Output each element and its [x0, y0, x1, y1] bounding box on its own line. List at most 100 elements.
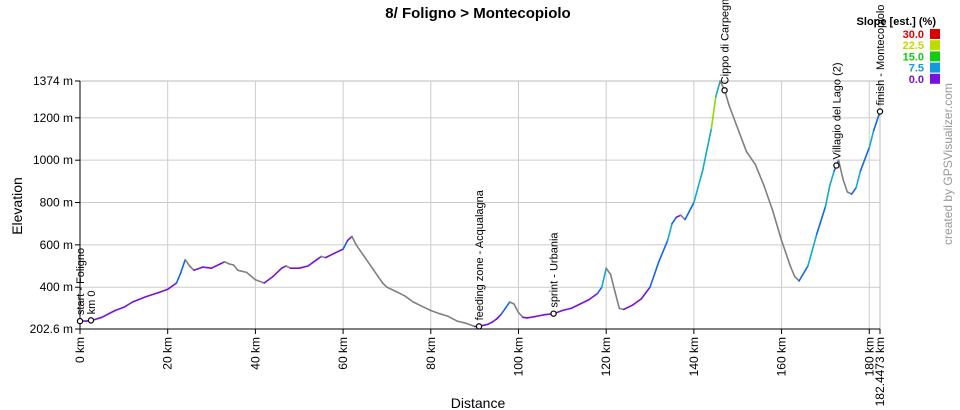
elevation-segment [438, 312, 450, 318]
elevation-segment [254, 278, 266, 284]
slope-legend-value: 30.0 [903, 29, 924, 41]
x-tick-label: 182.4473 km [873, 337, 887, 406]
y-tick-label: 1000 m [33, 153, 73, 167]
slope-legend-swatch [930, 73, 940, 84]
elevation-segment [693, 170, 704, 204]
waypoint-label: start - Foligno [75, 248, 87, 315]
elevation-segment [421, 305, 432, 312]
elevation-segment [850, 186, 857, 195]
elevation-segment [570, 303, 581, 310]
waypoint-marker [550, 310, 557, 317]
elevation-segment [486, 321, 494, 326]
elevation-segment [789, 265, 796, 278]
slope-legend: Slope [est.] (%) 30.022.515.07.50.0 [857, 16, 940, 86]
x-tick-label: 160 km [775, 337, 789, 376]
elevation-segment [872, 110, 881, 132]
elevation-segment [298, 265, 309, 270]
elevation-segment [123, 301, 134, 309]
axes: 202.6 m 400 m 600 m 800 m 1000 m 1200 m 1374 m… [30, 74, 887, 406]
x-tick-label: 0 km [73, 337, 87, 363]
slope-legend-title: Slope [est.] (%) [857, 16, 937, 28]
elevation-segment [824, 184, 831, 208]
elevation-segment [745, 150, 757, 166]
elevation-segment [491, 318, 498, 323]
slope-legend-swatch [930, 40, 940, 51]
x-axis-title: Distance [451, 395, 506, 410]
slope-legend-swatch [930, 62, 940, 73]
elevation-segment [666, 222, 673, 242]
elevation-segment [355, 244, 366, 259]
elevation-segment [609, 273, 616, 293]
x-tick-label: 20 km [161, 337, 175, 370]
waypoint-label: Cippo di Carpegna [720, 0, 732, 84]
elevation-segment [798, 265, 809, 282]
elevation-segment [394, 290, 406, 297]
elevation-segment [771, 210, 783, 242]
elevation-segment [193, 266, 204, 272]
elevation-segment [508, 301, 515, 305]
elevation-segment [180, 258, 186, 274]
elevation-segment [346, 235, 353, 242]
elevation-segment [842, 178, 849, 193]
slope-legend-swatch [930, 29, 940, 39]
elevation-segment [145, 291, 160, 298]
elevation-segment [272, 267, 283, 278]
slope-legend-value: 22.5 [903, 40, 924, 52]
elevation-segment [657, 239, 669, 263]
elevation-segment [513, 303, 520, 314]
elevation-segment [364, 256, 375, 272]
x-tick-label: 40 km [248, 337, 262, 370]
waypoint-marker [876, 108, 884, 115]
elevation-segment [456, 320, 467, 325]
elevation-segment [342, 239, 349, 250]
x-tick-label: 140 km [687, 337, 701, 376]
elevation-segment [210, 263, 222, 270]
elevation-segment [614, 290, 621, 310]
waypoint-marker [76, 317, 84, 325]
elevation-segment [372, 269, 384, 284]
elevation-segment [846, 191, 853, 195]
elevation-segment [701, 127, 713, 172]
elevation-segment [333, 248, 344, 255]
elevation-segment [631, 298, 643, 307]
elevation-segment [579, 299, 590, 305]
elevation-segment [175, 271, 182, 284]
x-tick-label: 120 km [599, 337, 613, 376]
y-tick-label: 600 m [40, 238, 73, 252]
elevation-segment [671, 216, 678, 225]
elevation-segment [237, 269, 248, 274]
y-tick-label: 1200 m [33, 111, 73, 125]
elevation-segment [736, 127, 748, 153]
elevation-segment [561, 307, 572, 312]
waypoint-label: km 0 [86, 291, 98, 315]
x-tick-label: 100 km [511, 337, 525, 376]
elevation-segment [526, 315, 537, 319]
elevation-segment [868, 129, 875, 149]
waypoint-label: sprint - Urbania [549, 232, 561, 308]
elevation-segment [285, 265, 292, 270]
waypoint-label: feeding zone - Acqualagna [474, 189, 486, 320]
x-tick-label: 180 km [862, 337, 876, 376]
elevation-segment [807, 233, 818, 267]
elevation-segment [386, 286, 397, 293]
elevation-segment [596, 286, 603, 295]
elevation-segment [495, 313, 502, 320]
elevation-segment [684, 201, 695, 221]
x-tick-label: 60 km [336, 337, 350, 370]
x-tick-label: 80 km [424, 337, 438, 370]
y-tick-label: 400 m [40, 280, 73, 294]
elevation-segment [166, 282, 178, 291]
elevation-segment [188, 265, 195, 272]
waypoint-marker [833, 162, 840, 169]
elevation-segment [381, 282, 388, 289]
elevation-line [79, 80, 881, 328]
elevation-segment [324, 252, 336, 259]
elevation-segment [465, 322, 476, 328]
slope-legend-value: 15.0 [903, 51, 924, 63]
waypoint-marker [475, 323, 483, 330]
elevation-segment [640, 286, 651, 300]
elevation-segment [351, 235, 358, 246]
slope-legend-value: 0.0 [909, 74, 924, 86]
y-tick-label: 800 m [40, 196, 73, 210]
